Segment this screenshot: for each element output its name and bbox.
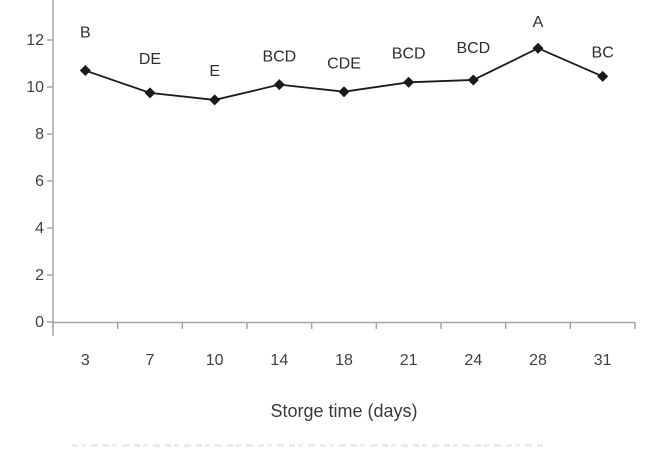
x-tick-label: 3 — [81, 352, 90, 369]
point-significance-label: B — [80, 25, 91, 42]
x-tick-label: 24 — [464, 352, 482, 369]
x-tick-label: 18 — [335, 352, 353, 369]
x-tick-label: 7 — [146, 352, 155, 369]
x-tick-label: 28 — [529, 352, 547, 369]
point-significance-label: BCD — [262, 49, 296, 66]
x-tick-label: 31 — [594, 352, 612, 369]
data-point-marker — [273, 79, 285, 91]
x-tick-label: 21 — [400, 352, 418, 369]
x-tick-label: 10 — [206, 352, 224, 369]
data-point-marker — [209, 94, 221, 106]
point-significance-label: DE — [139, 51, 161, 68]
point-significance-label: BC — [592, 44, 614, 61]
point-significance-label: A — [533, 14, 544, 31]
y-tick-label: 2 — [35, 267, 44, 284]
point-significance-label: CDE — [327, 56, 361, 73]
point-significance-label: BCD — [456, 40, 490, 57]
data-point-marker — [532, 42, 544, 54]
data-point-marker — [403, 76, 415, 88]
y-tick-label: 8 — [35, 126, 44, 143]
y-tick-label: 0 — [35, 314, 44, 331]
cropped-caption-remnant — [72, 444, 544, 447]
data-point-marker — [338, 86, 350, 98]
point-significance-label: E — [209, 63, 220, 80]
data-point-marker — [597, 70, 609, 82]
y-tick-label: 10 — [26, 79, 44, 96]
data-point-marker — [144, 87, 156, 99]
y-tick-label: 12 — [26, 32, 44, 49]
x-tick-label: 14 — [270, 352, 288, 369]
point-significance-label: BCD — [392, 45, 426, 62]
y-tick-label: 6 — [35, 173, 44, 190]
data-point-marker — [79, 65, 91, 77]
x-axis-title: Storge time (days) — [270, 401, 418, 421]
y-tick-label: 4 — [35, 220, 44, 237]
data-point-marker — [467, 74, 479, 86]
